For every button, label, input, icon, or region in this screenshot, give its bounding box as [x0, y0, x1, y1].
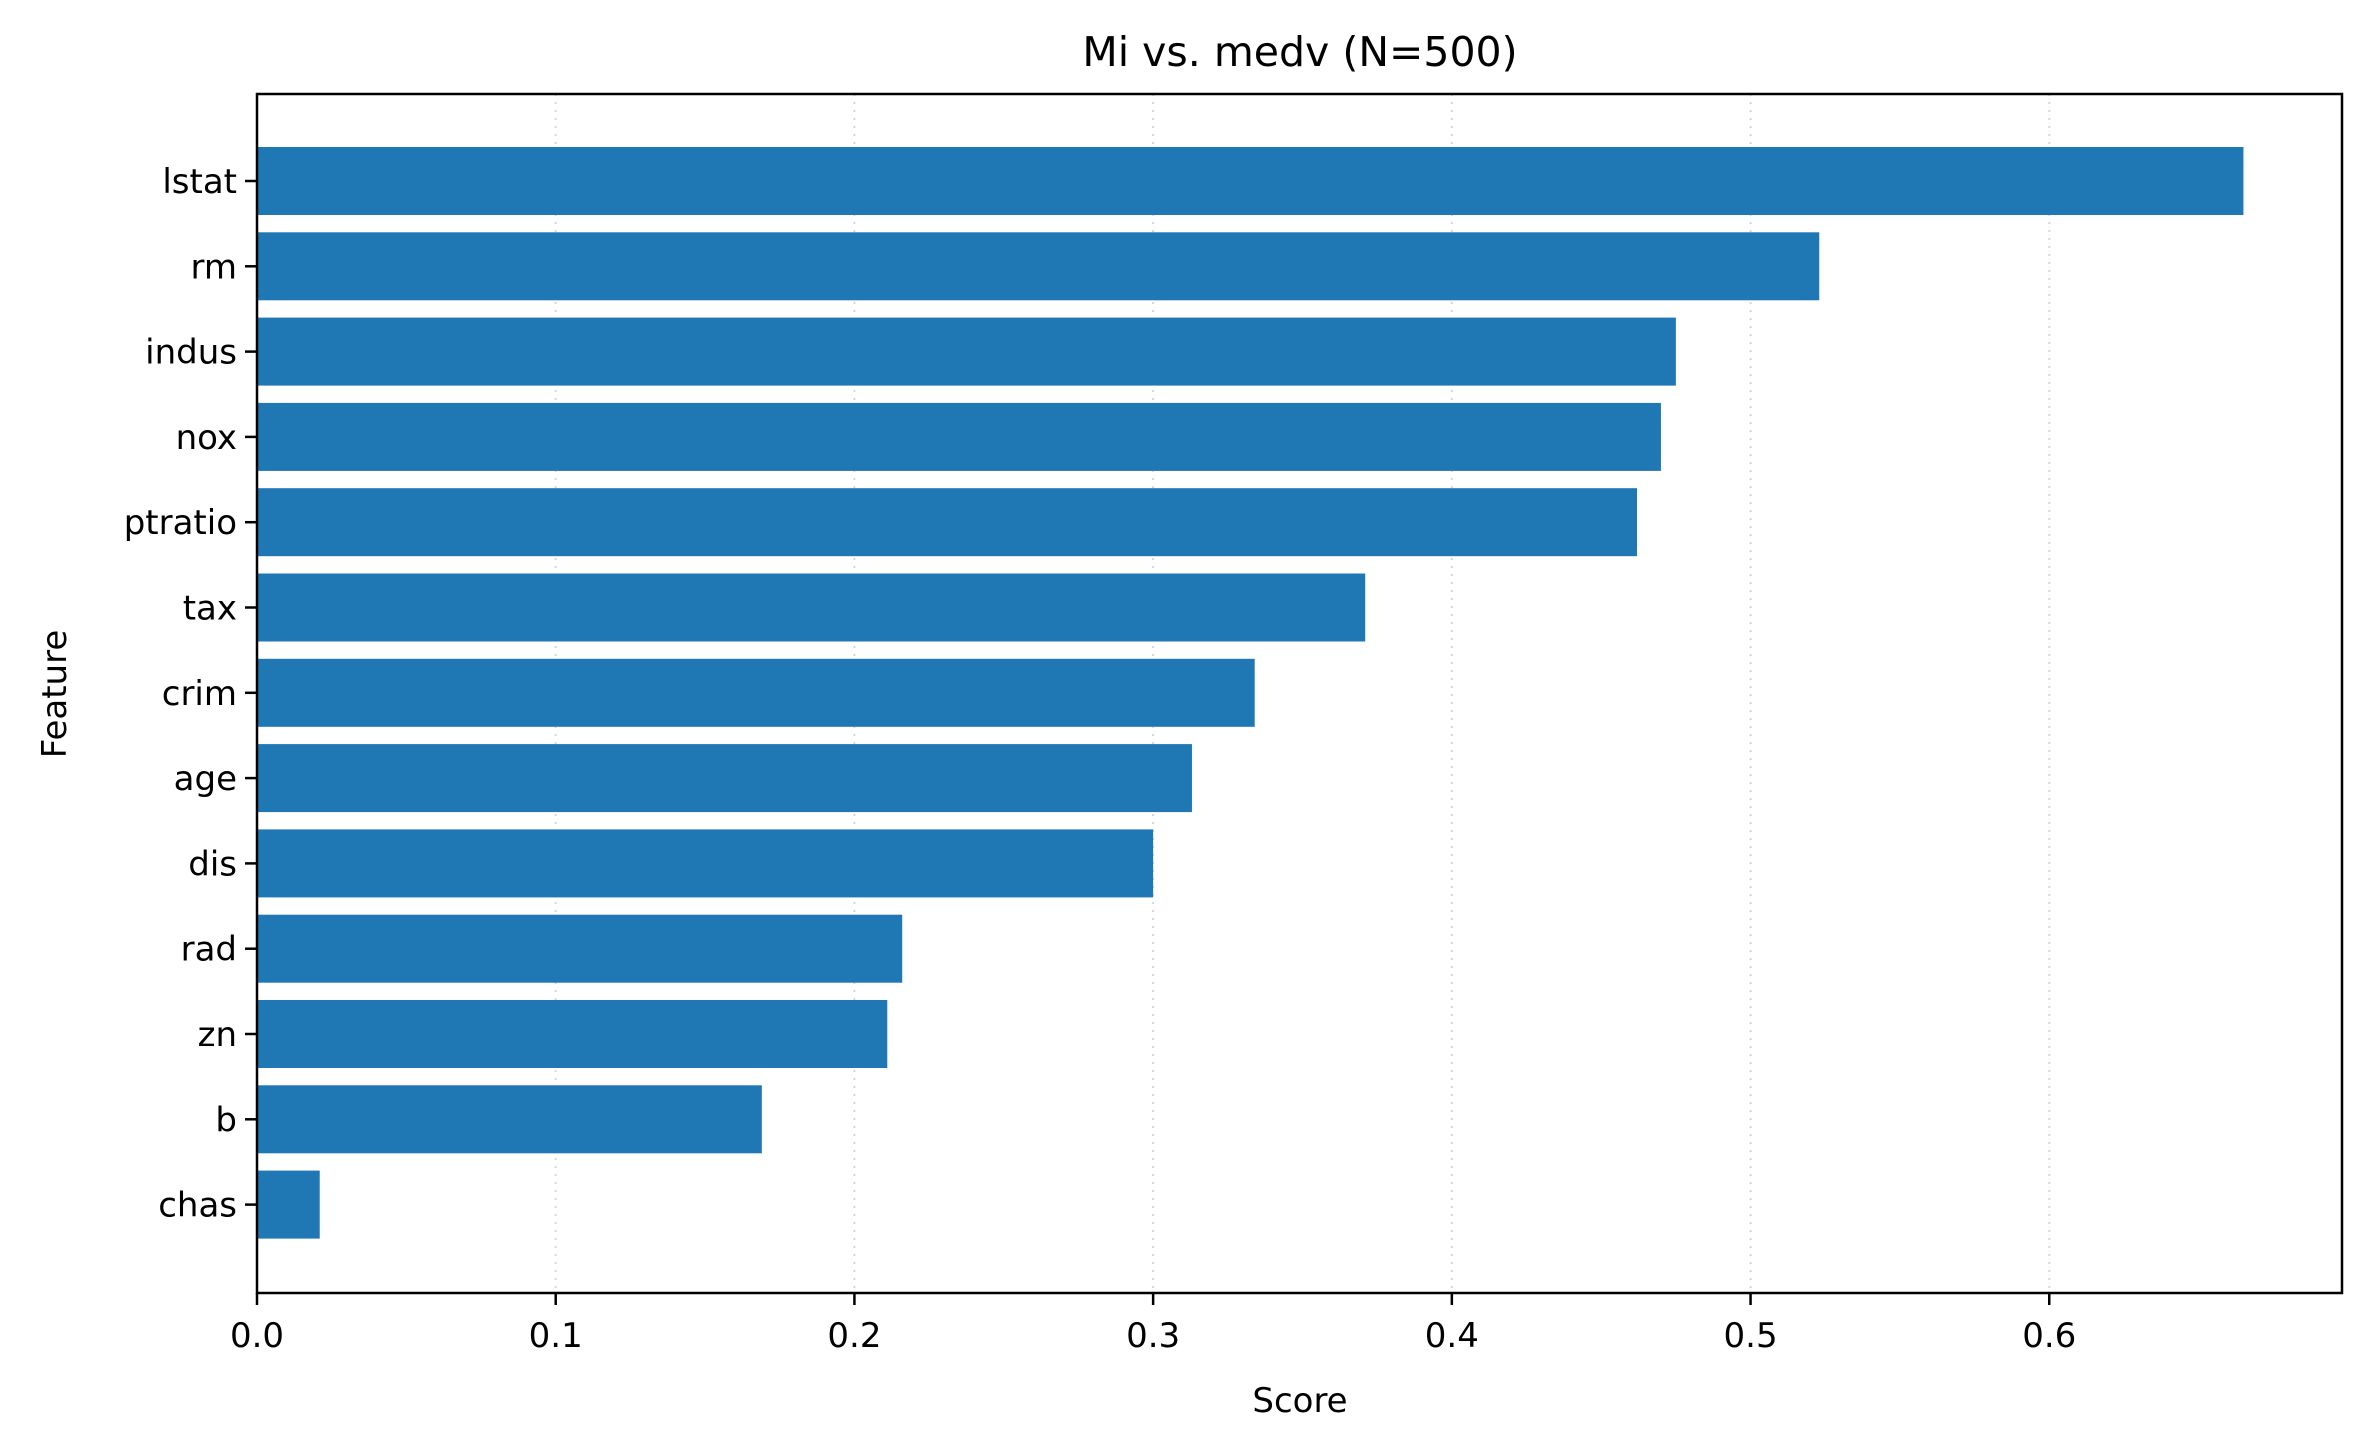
x-tick-label: 0.1 — [529, 1316, 583, 1356]
y-tick-label: ptratio — [124, 503, 237, 543]
y-tick-label: rad — [181, 930, 237, 970]
x-tick-label: 0.4 — [1425, 1316, 1479, 1356]
x-tick-label: 0.5 — [1724, 1316, 1778, 1356]
y-tick-label: chas — [158, 1186, 237, 1226]
y-tick-label: zn — [198, 1015, 237, 1055]
y-tick-label: nox — [176, 418, 237, 458]
y-tick-label: lstat — [162, 162, 237, 202]
bar-rm — [257, 232, 1820, 301]
y-axis: lstat rm indus nox ptratio tax crim age dis rad zn… — [124, 162, 257, 1226]
bar-b — [257, 1085, 762, 1154]
bar-dis — [257, 829, 1154, 898]
bars — [257, 147, 2244, 1239]
bar-nox — [257, 402, 1661, 471]
bar-ptratio — [257, 488, 1638, 557]
y-tick-label: tax — [183, 589, 237, 629]
bar-indus — [257, 317, 1676, 386]
bar-crim — [257, 658, 1255, 727]
bar-age — [257, 744, 1192, 813]
x-axis: 0.0 0.1 0.2 0.3 0.4 0.5 0.6 — [230, 1293, 2076, 1356]
bar-tax — [257, 573, 1366, 642]
x-tick-label: 0.2 — [827, 1316, 881, 1356]
chart-title: Mi vs. medv (N=500) — [1082, 28, 1517, 76]
y-tick-label: indus — [145, 333, 237, 373]
y-axis-title: Feature — [35, 630, 75, 758]
x-tick-label: 0.6 — [2022, 1316, 2076, 1356]
bar-lstat — [257, 147, 2244, 215]
y-tick-label: age — [174, 759, 237, 799]
y-tick-label: crim — [162, 674, 237, 714]
x-axis-title: Score — [1252, 1381, 1347, 1421]
bar-chas — [257, 1170, 320, 1239]
bar-rad — [257, 914, 903, 983]
y-tick-label: dis — [188, 844, 237, 884]
y-tick-label: b — [215, 1100, 237, 1140]
x-tick-label: 0.3 — [1126, 1316, 1180, 1356]
y-tick-label: rm — [190, 247, 237, 287]
bar-zn — [257, 1000, 888, 1068]
x-tick-label: 0.0 — [230, 1316, 284, 1356]
